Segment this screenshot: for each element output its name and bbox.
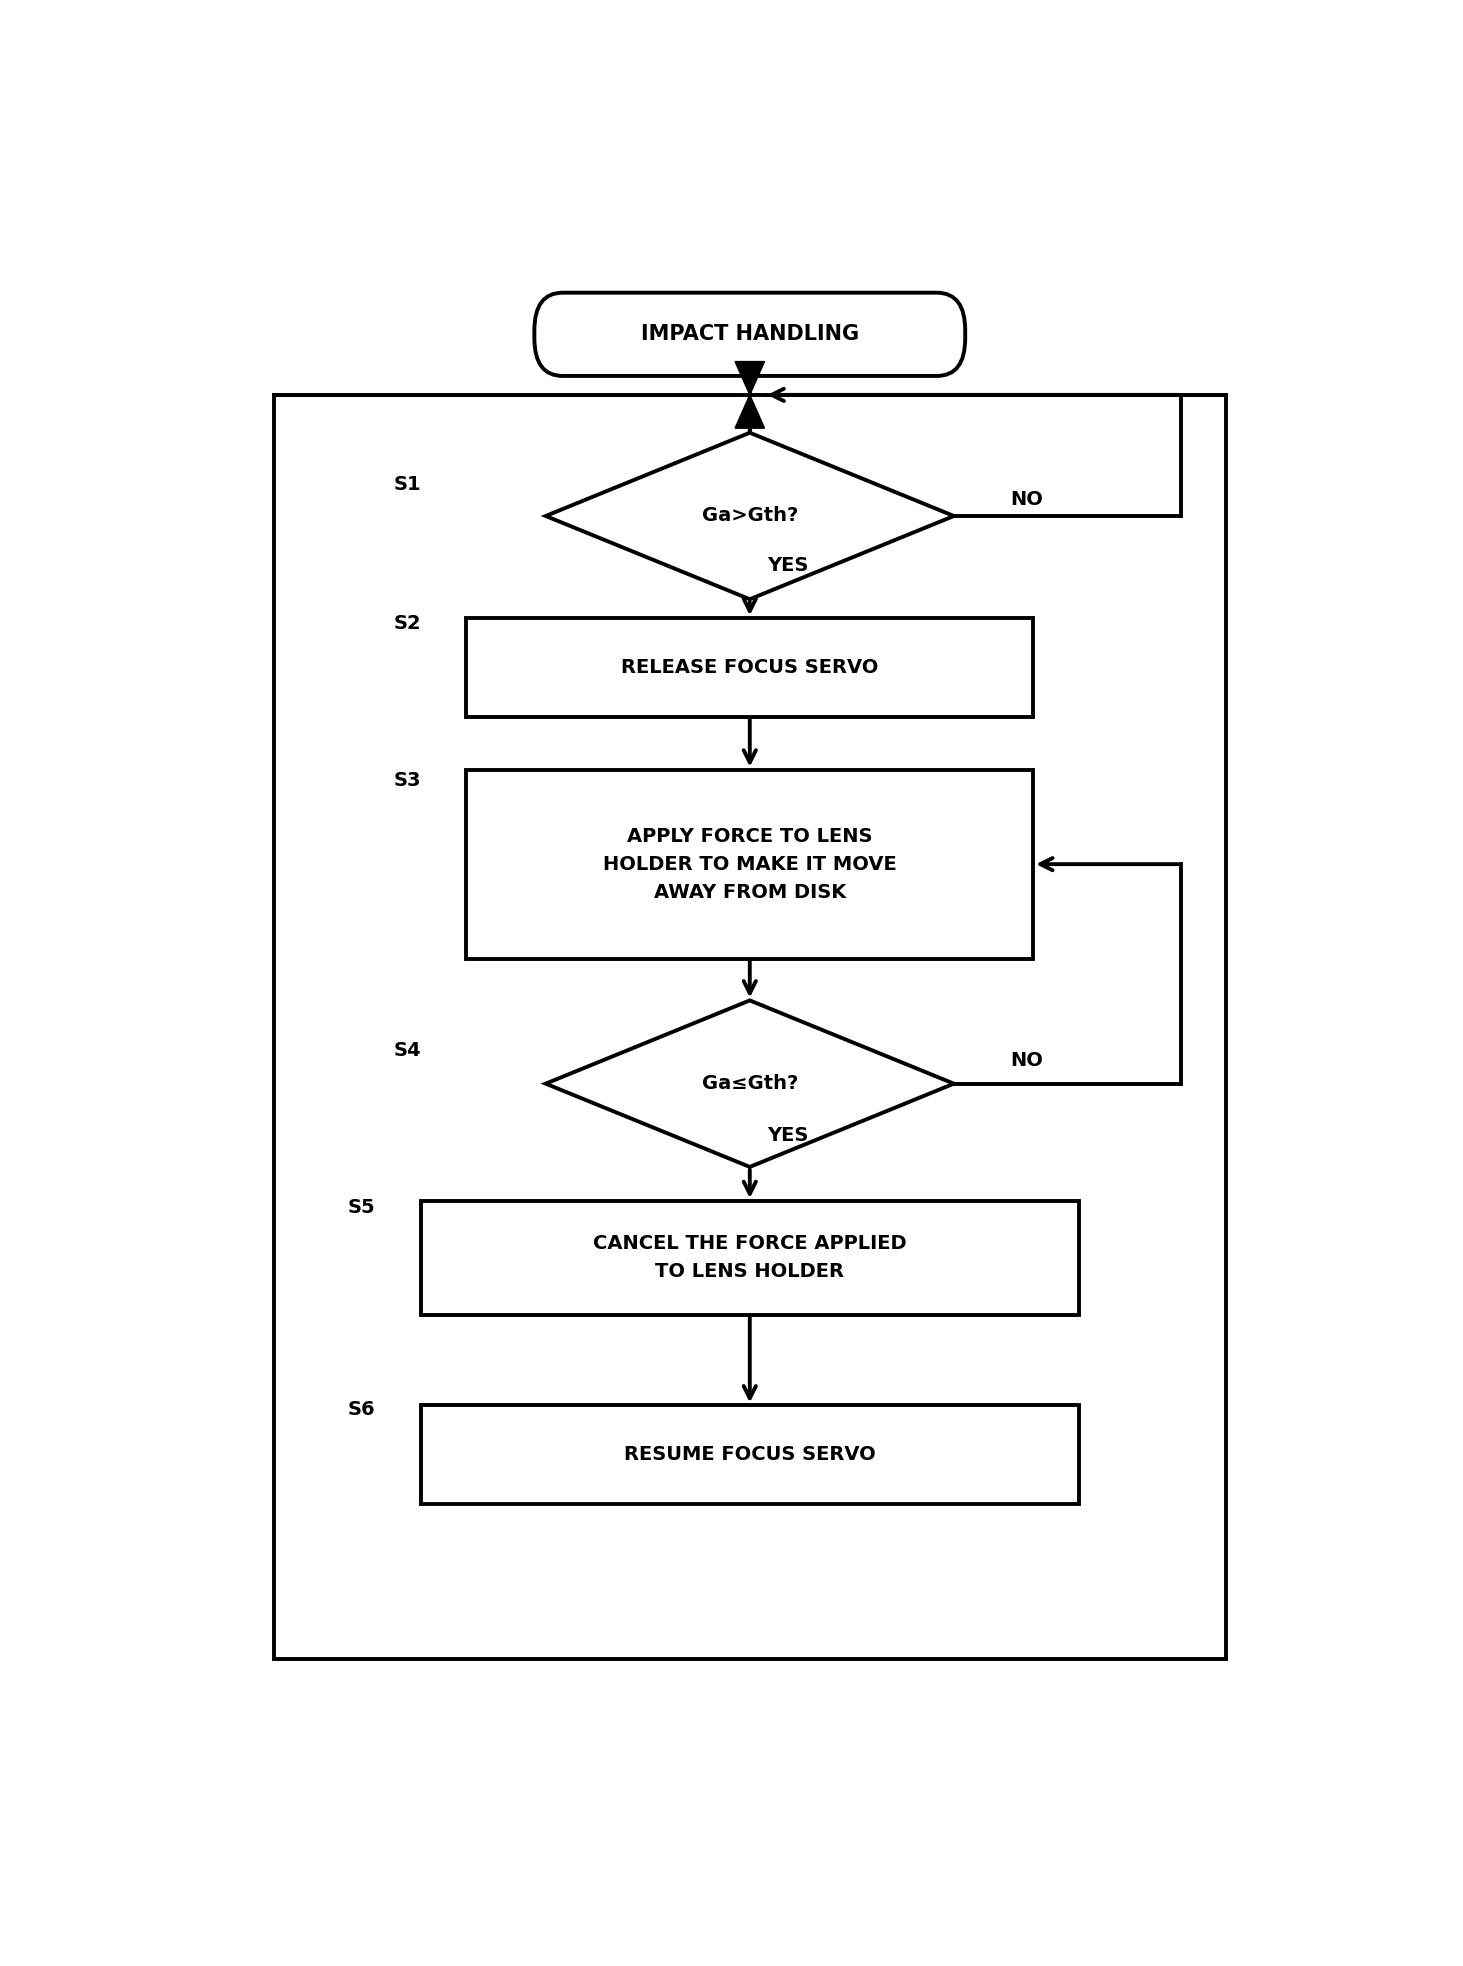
Bar bbox=[467, 617, 1033, 716]
Text: Ga>Gth?: Ga>Gth? bbox=[702, 507, 797, 525]
Polygon shape bbox=[734, 395, 765, 429]
Text: Ga≤Gth?: Ga≤Gth? bbox=[702, 1073, 797, 1093]
Text: APPLY FORCE TO LENS
HOLDER TO MAKE IT MOVE
AWAY FROM DISK: APPLY FORCE TO LENS HOLDER TO MAKE IT MO… bbox=[603, 826, 897, 902]
Text: CANCEL THE FORCE APPLIED
TO LENS HOLDER: CANCEL THE FORCE APPLIED TO LENS HOLDER bbox=[593, 1235, 907, 1282]
Bar bbox=[421, 1406, 1078, 1504]
Text: S2: S2 bbox=[394, 613, 421, 633]
Polygon shape bbox=[734, 362, 765, 395]
Text: S5: S5 bbox=[348, 1199, 376, 1217]
Text: RESUME FOCUS SERVO: RESUME FOCUS SERVO bbox=[623, 1445, 876, 1465]
Text: S6: S6 bbox=[348, 1400, 376, 1419]
Bar bbox=[467, 769, 1033, 959]
Text: S3: S3 bbox=[394, 771, 421, 790]
Polygon shape bbox=[546, 1001, 954, 1168]
Polygon shape bbox=[546, 433, 954, 600]
Bar bbox=[274, 395, 1226, 1659]
Text: RELEASE FOCUS SERVO: RELEASE FOCUS SERVO bbox=[622, 659, 878, 676]
Text: NO: NO bbox=[1011, 1052, 1043, 1070]
Bar bbox=[421, 1201, 1078, 1315]
FancyBboxPatch shape bbox=[534, 293, 966, 376]
Text: S1: S1 bbox=[394, 474, 421, 493]
Text: NO: NO bbox=[1011, 490, 1043, 509]
Text: YES: YES bbox=[767, 556, 808, 576]
Text: S4: S4 bbox=[394, 1040, 421, 1060]
Text: YES: YES bbox=[767, 1127, 808, 1144]
Text: IMPACT HANDLING: IMPACT HANDLING bbox=[641, 324, 859, 344]
